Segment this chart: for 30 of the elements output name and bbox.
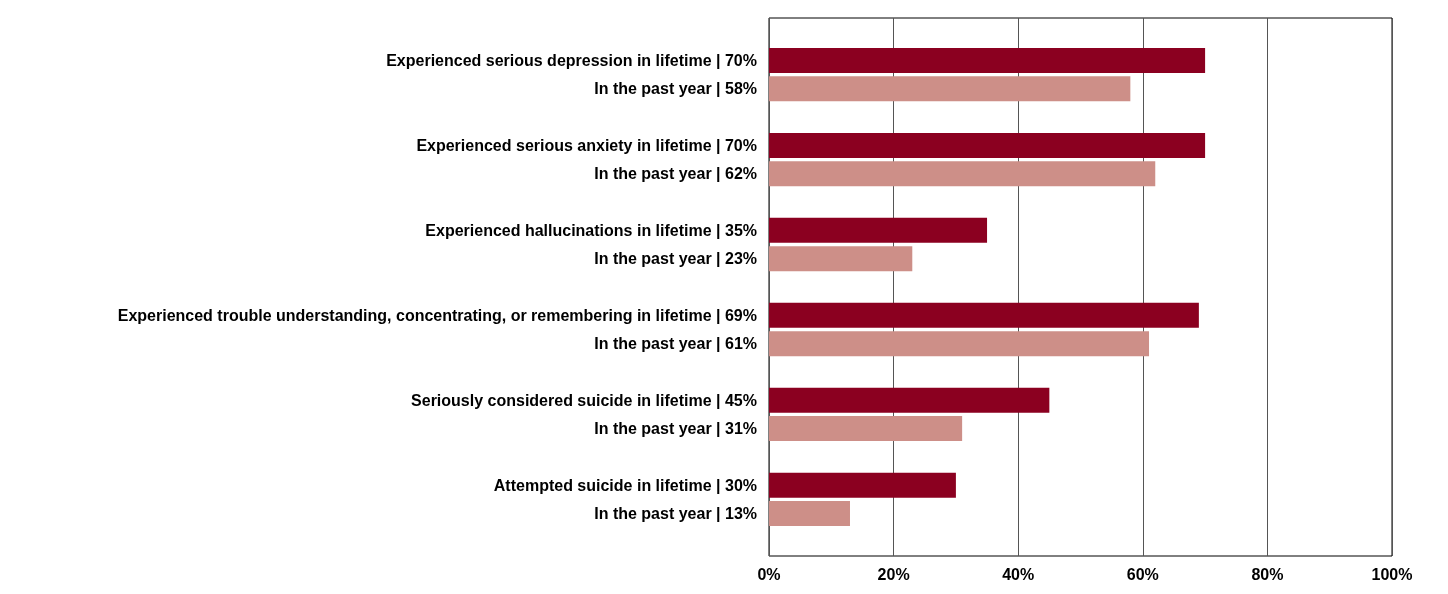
y-tick-label: Seriously considered suicide in lifetime | 45% [411,391,757,409]
x-tick-label: 0% [757,565,781,583]
bar [769,132,1206,158]
y-tick-label: Attempted suicide in lifetime | 30% [493,476,757,494]
y-tick-label: In the past year | 61% [594,335,757,353]
y-tick-label: In the past year | 62% [594,165,757,183]
bar [769,387,1050,413]
x-tick-label: 80% [1251,565,1284,583]
y-tick-label: Experienced hallucinations in lifetime | 35% [425,221,757,239]
y-tick-label: Experienced trouble understanding, concentrating, or remembering in lifetime | 69% [117,306,757,324]
bar [769,76,1131,102]
bar [769,217,988,243]
bar [769,246,913,272]
bar [769,331,1150,357]
y-tick-label: Experienced serious anxiety in lifetime | 70% [416,136,757,154]
y-tick-label: In the past year | 58% [594,80,757,98]
x-tick-label: 100% [1371,565,1413,583]
x-tick-label: 60% [1126,565,1159,583]
bar [769,472,956,498]
bar [769,302,1199,328]
y-tick-label: In the past year | 31% [594,420,757,438]
y-tick-label: In the past year | 13% [594,505,757,523]
x-tick-label: 40% [1002,565,1035,583]
y-tick-label: In the past year | 23% [594,250,757,268]
bar [769,416,963,442]
bar [769,161,1156,187]
bar [769,47,1206,73]
y-tick-label: Experienced serious depression in lifetime | 70% [386,51,757,69]
x-tick-label: 20% [877,565,910,583]
bar [769,501,850,527]
